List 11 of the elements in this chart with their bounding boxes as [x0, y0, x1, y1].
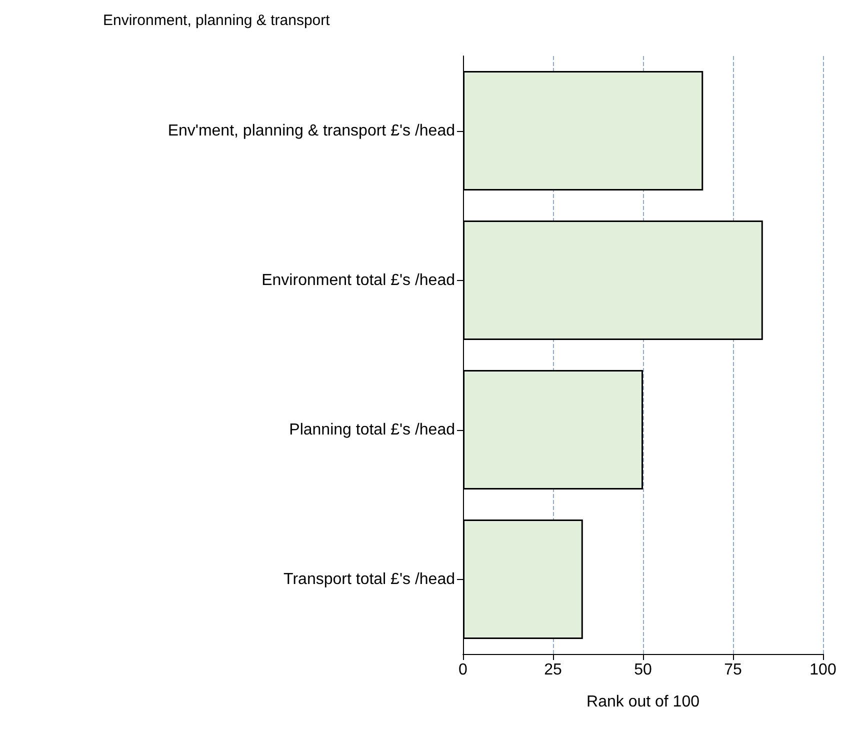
y-tick-label: Planning total £'s /head — [289, 421, 455, 438]
x-tick-label: 100 — [810, 662, 836, 678]
x-tick-label: 0 — [458, 662, 468, 678]
text: Environment, planning & transport — [103, 12, 331, 29]
x-tick-label: 25 — [544, 662, 562, 678]
y-tick-label: Transport total £'s /head — [284, 570, 455, 588]
x-axis-title: Rank out of 100 — [586, 694, 700, 710]
x-tick-label: 75 — [724, 662, 742, 678]
x-tick-label: 50 — [634, 662, 652, 678]
y-tick-label: Environment total £'s /head — [262, 272, 455, 289]
y-tick-label: Env'ment, planning & transport £'s /head — [168, 122, 455, 140]
